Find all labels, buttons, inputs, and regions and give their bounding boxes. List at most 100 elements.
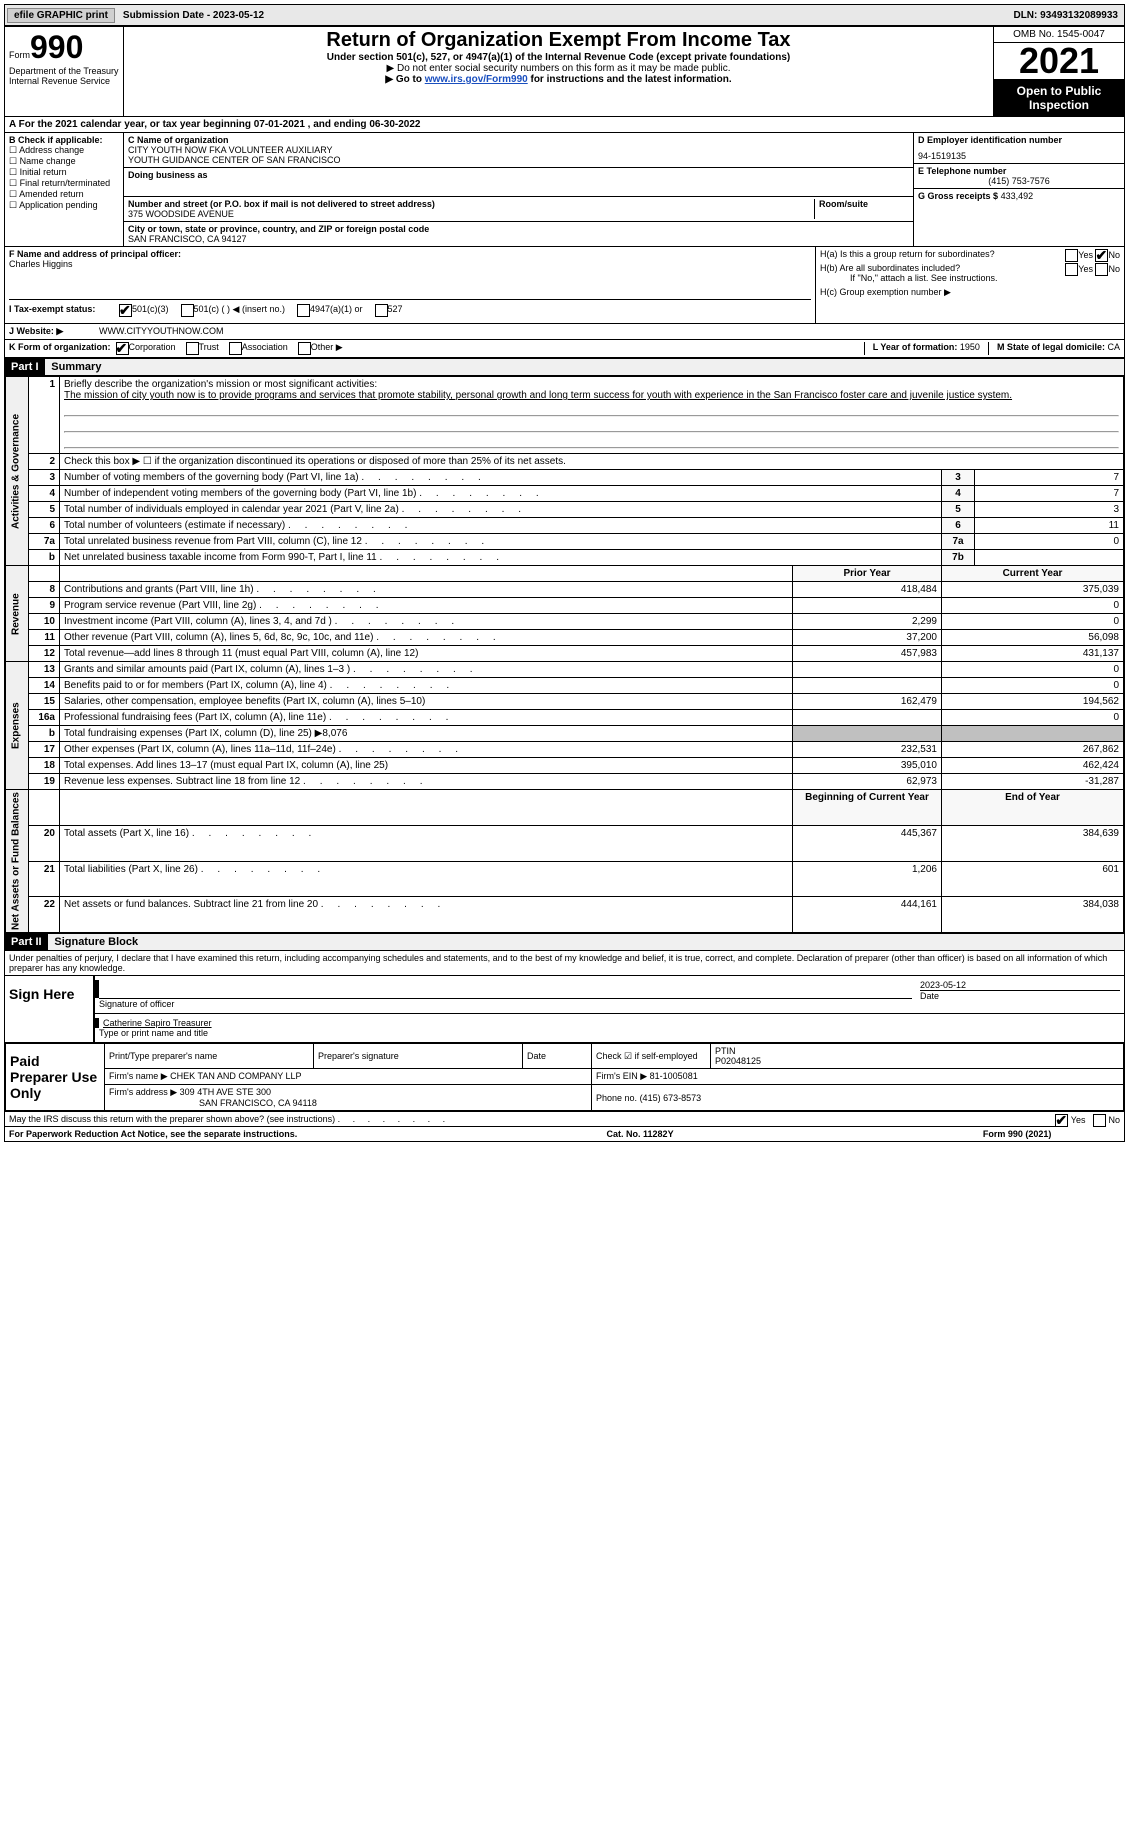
side-revenue: Revenue [6,566,29,662]
c22: 384,038 [942,897,1124,933]
chk-address[interactable]: ☐ Address change [9,145,119,156]
n3: 3 [29,470,60,486]
n17: 17 [29,742,60,758]
part2-title: Signature Block [50,934,142,950]
c18: 462,424 [942,758,1124,774]
part1-bar: Part I Summary [5,358,1124,376]
box7a: 7a [942,534,975,550]
opt-501c3: 501(c)(3) [132,304,169,317]
dept-treasury: Department of the Treasury [9,66,119,76]
col-f: F Name and address of principal officer:… [5,247,815,323]
chk-other[interactable] [298,342,311,355]
ein-label: D Employer identification number [918,135,1120,145]
chk-amended[interactable]: ☐ Amended return [9,189,119,200]
opt-other: Other ▶ [311,342,343,355]
p12: 457,983 [793,646,942,662]
v6: 11 [975,518,1124,534]
ha-yes[interactable] [1065,249,1078,262]
side-netassets: Net Assets or Fund Balances [6,790,29,933]
line2: Check this box ▶ ☐ if the organization d… [60,454,1124,470]
line18: Total expenses. Add lines 13–17 (must eq… [60,758,793,774]
sig-date-val: 2023-05-12 [920,980,1120,990]
discuss-yes[interactable] [1055,1114,1068,1127]
ha-no[interactable] [1095,249,1108,262]
efile-button[interactable]: efile GRAPHIC print [7,8,115,23]
chk-assoc[interactable] [229,342,242,355]
org-city: SAN FRANCISCO, CA 94127 [128,234,909,244]
prior-head: Prior Year [793,566,942,582]
line13: Grants and similar amounts paid (Part IX… [60,662,793,678]
c17: 267,862 [942,742,1124,758]
tax-year: 2021 [994,43,1124,80]
line4: Number of independent voting members of … [60,486,942,502]
paid-preparer-table: Paid Preparer Use Only Print/Type prepar… [5,1043,1124,1111]
chk-name[interactable]: ☐ Name change [9,156,119,167]
chk-pending[interactable]: ☐ Application pending [9,200,119,211]
tel-value: (415) 753-7576 [918,176,1120,186]
chk-501c3[interactable] [119,304,132,317]
addr-label: Number and street (or P.O. box if mail i… [128,199,814,209]
c16b [942,726,1124,742]
box5: 5 [942,502,975,518]
goto-post: for instructions and the latest informat… [528,74,732,85]
n14: 14 [29,678,60,694]
line3: Number of voting members of the governin… [60,470,942,486]
section-fh: F Name and address of principal officer:… [5,247,1124,324]
dba-label: Doing business as [128,170,909,180]
n12: 12 [29,646,60,662]
v5: 3 [975,502,1124,518]
chk-501c[interactable] [181,304,194,317]
line11: Other revenue (Part VIII, column (A), li… [60,630,793,646]
n21: 21 [29,861,60,897]
b-label: B Check if applicable: [9,135,119,145]
p20: 445,367 [793,825,942,861]
officer-name-title: Catherine Sapiro Treasurer [95,1018,1120,1028]
line16b: Total fundraising expenses (Part IX, col… [60,726,793,742]
p13 [793,662,942,678]
footer: For Paperwork Reduction Act Notice, see … [5,1126,1055,1141]
hb-yes[interactable] [1065,263,1078,276]
sign-here-right: Signature of officer 2023-05-12 Date Cat… [95,976,1124,1042]
discuss-no[interactable] [1093,1114,1106,1127]
section-bcd: B Check if applicable: ☐ Address change … [5,133,1124,247]
chk-trust[interactable] [186,342,199,355]
line1: Briefly describe the organization's miss… [60,377,1124,454]
line22: Net assets or fund balances. Subtract li… [60,897,793,933]
c8: 375,039 [942,582,1124,598]
chk-corp[interactable] [116,342,129,355]
hb-no[interactable] [1095,263,1108,276]
type-name-label: Type or print name and title [99,1028,1120,1038]
c9: 0 [942,598,1124,614]
chk-initial[interactable]: ☐ Initial return [9,167,119,178]
self-emp: Check ☑ if self-employed [592,1044,711,1069]
p10: 2,299 [793,614,942,630]
firm-ein-cell: Firm's EIN ▶ 81-1005081 [592,1069,1124,1085]
opt-527: 527 [388,304,403,317]
c15: 194,562 [942,694,1124,710]
line7a: Total unrelated business revenue from Pa… [60,534,942,550]
n6: 6 [29,518,60,534]
c19: -31,287 [942,774,1124,790]
row-k: K Form of organization: Corporation Trus… [5,340,1124,358]
sign-here-row: Sign Here Signature of officer 2023-05-1… [5,976,1124,1043]
org-name1: CITY YOUTH NOW FKA VOLUNTEER AUXILIARY [128,145,909,155]
opt-trust: Trust [199,342,219,355]
n4: 4 [29,486,60,502]
irs-link[interactable]: www.irs.gov/Form990 [425,74,528,85]
line14: Benefits paid to or for members (Part IX… [60,678,793,694]
paid-label: Paid Preparer Use Only [6,1044,105,1111]
officer-name: Charles Higgins [9,259,811,269]
form-subtitle1: Under section 501(c), 527, or 4947(a)(1)… [128,52,989,63]
part1-header: Part I [5,359,45,375]
m-value: CA [1107,342,1120,352]
chk-527[interactable] [375,304,388,317]
firm-name-cell: Firm's name ▶ CHEK TAN AND COMPANY LLP [105,1069,592,1085]
line8: Contributions and grants (Part VIII, lin… [60,582,793,598]
chk-4947[interactable] [297,304,310,317]
v7a: 0 [975,534,1124,550]
part2-header: Part II [5,934,48,950]
chk-final[interactable]: ☐ Final return/terminated [9,178,119,189]
c-name-label: C Name of organization [128,135,909,145]
line6: Total number of volunteers (estimate if … [60,518,942,534]
part2-bar: Part II Signature Block [5,933,1124,951]
